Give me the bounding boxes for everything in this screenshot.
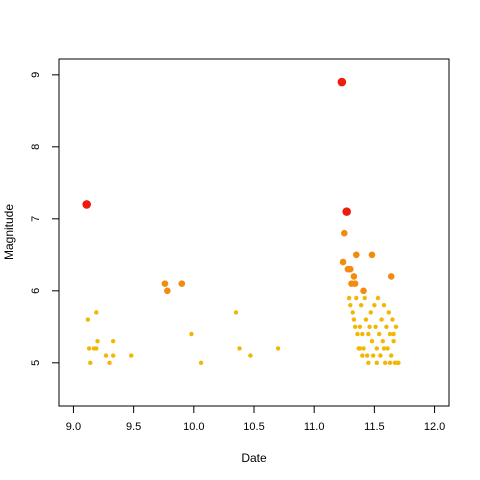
- data-point: [363, 317, 369, 322]
- data-point: [368, 310, 373, 315]
- data-point: [391, 331, 396, 337]
- data-point: [357, 346, 363, 351]
- data-point: [381, 346, 387, 351]
- data-point: [237, 346, 242, 351]
- y-tick-label: 7: [30, 216, 42, 222]
- x-axis: 9.0 9.5 10.0 10.5 11.0 11.5 12.0: [66, 405, 445, 433]
- data-point: [361, 346, 366, 351]
- data-point: [370, 353, 376, 358]
- data-point: [233, 310, 239, 315]
- data-point: [387, 273, 395, 280]
- data-point: [383, 360, 388, 366]
- data-point: [85, 317, 91, 322]
- data-point: [376, 331, 382, 337]
- data-point: [375, 295, 381, 301]
- data-point: [378, 353, 383, 358]
- data-point: [348, 303, 353, 308]
- data-point: [275, 346, 281, 351]
- data-point: [355, 331, 360, 337]
- x-tick-label: 9.5: [126, 421, 141, 433]
- data-point: [366, 331, 371, 337]
- y-tick-label: 5: [30, 360, 42, 366]
- y-axis: 5 6 7 8 9: [30, 72, 60, 366]
- data-point: [364, 353, 370, 358]
- data-point: [94, 310, 99, 315]
- data-point: [368, 251, 376, 259]
- data-point: [374, 346, 379, 351]
- data-point: [381, 303, 387, 308]
- y-tick-label: 6: [30, 288, 42, 294]
- data-point: [339, 258, 347, 266]
- data-point: [189, 331, 194, 337]
- data-point: [248, 353, 253, 358]
- data-point: [350, 273, 358, 280]
- data-point: [360, 331, 365, 337]
- x-tick-label: 9.0: [66, 421, 81, 433]
- data-point: [389, 353, 394, 358]
- data-point: [362, 295, 367, 301]
- data-point: [352, 324, 358, 330]
- data-point: [82, 200, 91, 209]
- x-tick-label: 11.5: [364, 421, 385, 433]
- data-point: [342, 207, 351, 216]
- data-point: [103, 353, 109, 358]
- data-point: [379, 317, 384, 322]
- data-point: [393, 324, 399, 330]
- data-point: [351, 317, 357, 322]
- data-point: [107, 360, 112, 366]
- data-point: [366, 360, 371, 366]
- data-point: [346, 295, 352, 301]
- data-point: [367, 324, 372, 330]
- data-point: [354, 295, 359, 301]
- data-point: [357, 324, 363, 330]
- data-point: [88, 360, 93, 366]
- data-point: [110, 339, 116, 344]
- data-point: [86, 346, 92, 351]
- data-point: [164, 287, 171, 295]
- data-point: [360, 287, 367, 295]
- data-point: [387, 331, 393, 337]
- data-point: [390, 317, 395, 322]
- data-point: [387, 360, 393, 366]
- x-tick-label: 11.0: [304, 421, 325, 433]
- data-point: [94, 346, 99, 351]
- data-point: [360, 353, 365, 358]
- data-point: [95, 339, 100, 344]
- data-point: [353, 251, 360, 259]
- data-point: [385, 346, 390, 351]
- x-axis-label: Date: [241, 451, 267, 465]
- data-point: [372, 303, 377, 308]
- x-tick-label: 10.5: [243, 421, 264, 433]
- data-point: [373, 324, 378, 330]
- data-point: [161, 280, 169, 287]
- data-point: [386, 310, 392, 315]
- data-point: [350, 310, 355, 315]
- data-point: [374, 360, 379, 366]
- data-point: [129, 353, 134, 358]
- data-point: [369, 339, 375, 344]
- data-point: [110, 353, 116, 358]
- data-point: [198, 360, 204, 366]
- data-point: [337, 77, 347, 87]
- data-point: [178, 280, 186, 287]
- data-point: [346, 265, 354, 273]
- data-point: [340, 229, 348, 237]
- data-point: [380, 339, 385, 344]
- x-tick-label: 12.0: [424, 421, 445, 433]
- points-layer: [82, 77, 401, 366]
- data-point: [348, 280, 355, 287]
- y-tick-label: 8: [30, 144, 42, 150]
- y-tick-label: 9: [30, 72, 42, 78]
- data-point: [396, 360, 401, 366]
- x-tick-label: 10.0: [183, 421, 204, 433]
- data-point: [358, 303, 364, 308]
- data-point: [391, 339, 396, 344]
- data-point: [384, 324, 389, 330]
- y-axis-label: Magnitude: [2, 204, 16, 260]
